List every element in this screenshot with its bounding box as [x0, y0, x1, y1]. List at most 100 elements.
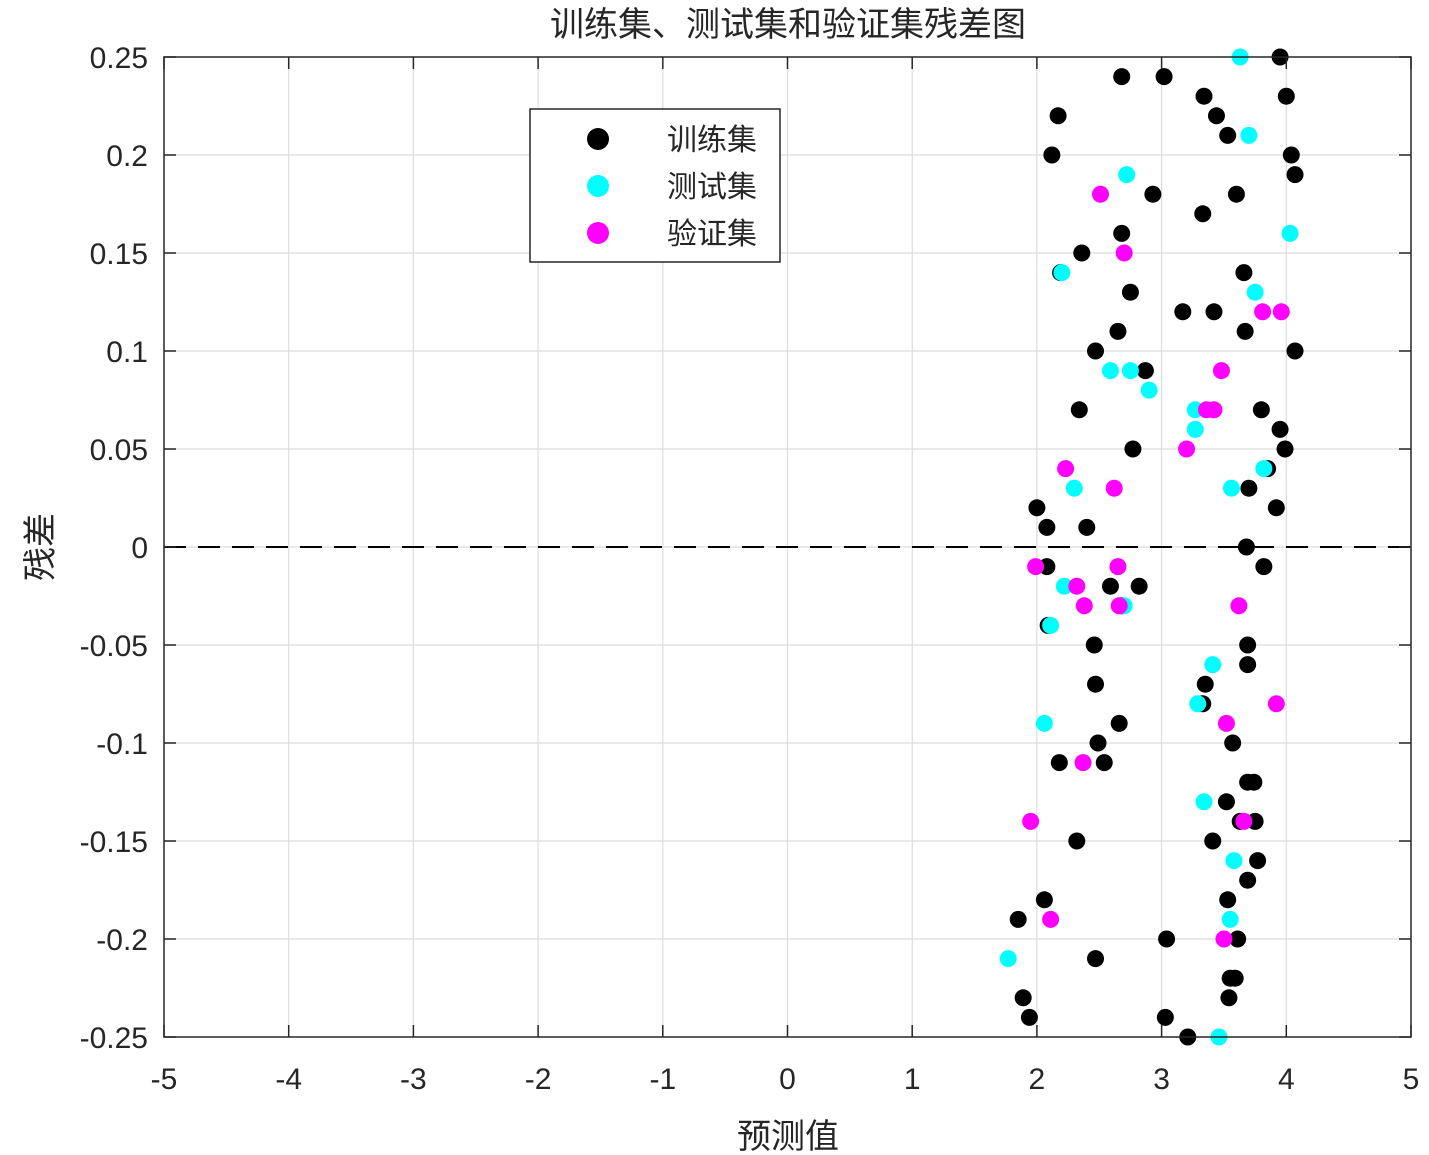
- data-point: [1239, 871, 1257, 889]
- series-3: [1022, 185, 1290, 948]
- data-point: [1205, 303, 1223, 321]
- data-point: [1204, 656, 1222, 674]
- data-point: [1043, 146, 1061, 164]
- data-point: [1087, 950, 1105, 968]
- data-point: [1246, 283, 1264, 301]
- data-point: [1186, 420, 1204, 438]
- y-tick-label: 0.1: [106, 336, 148, 369]
- data-point: [1109, 558, 1127, 576]
- x-tick-label: 0: [779, 1063, 796, 1096]
- x-tick-label: -4: [275, 1063, 302, 1096]
- x-tick-label: 5: [1403, 1063, 1420, 1096]
- data-point: [1057, 460, 1075, 478]
- data-point: [1236, 322, 1254, 340]
- legend-label: 测试集: [667, 170, 757, 205]
- data-point: [1087, 342, 1105, 360]
- data-point: [1215, 930, 1233, 948]
- data-point: [1276, 440, 1294, 458]
- data-point: [1249, 852, 1267, 870]
- x-tick-label: -1: [649, 1063, 676, 1096]
- x-tick-label: -5: [151, 1063, 178, 1096]
- data-point: [1136, 362, 1154, 380]
- data-point: [1286, 166, 1304, 184]
- data-point: [1087, 675, 1105, 693]
- data-point: [1042, 910, 1060, 928]
- data-point: [1254, 303, 1272, 321]
- data-point: [1205, 401, 1223, 419]
- data-point: [1156, 1008, 1174, 1026]
- data-point: [1053, 264, 1071, 282]
- data-point: [1239, 636, 1257, 654]
- data-point: [1020, 1008, 1038, 1026]
- y-tick-label: 0.25: [90, 42, 148, 75]
- data-point: [1118, 166, 1136, 184]
- x-tick-label: 2: [1029, 1063, 1046, 1096]
- series-1: [1009, 48, 1304, 1046]
- data-point: [1085, 636, 1103, 654]
- y-tick-labels: 0.25 0.2 0.15 0.1 0.05 0 -0.05 -0.1 -0.15 -0.2 -0.…: [80, 42, 148, 1055]
- data-point: [1140, 381, 1158, 399]
- y-axis-title: 残差: [21, 513, 61, 581]
- data-point: [1174, 303, 1192, 321]
- legend-marker: [587, 175, 609, 197]
- x-tick-label: 3: [1153, 1063, 1170, 1096]
- data-point: [1267, 499, 1285, 517]
- data-point: [1271, 420, 1289, 438]
- data-point: [1144, 185, 1162, 203]
- data-point: [1227, 185, 1245, 203]
- data-point: [1235, 812, 1253, 830]
- data-point: [1204, 832, 1222, 850]
- data-point: [1109, 322, 1127, 340]
- legend-label: 训练集: [667, 123, 757, 158]
- data-point: [1110, 714, 1128, 732]
- data-point: [1113, 68, 1131, 86]
- x-axis-title: 预测值: [737, 1117, 839, 1155]
- y-tick-label: -0.25: [80, 1022, 148, 1055]
- y-tick-label: 0.05: [90, 434, 148, 467]
- data-point: [999, 950, 1017, 968]
- data-point: [1121, 283, 1139, 301]
- data-point: [1068, 832, 1086, 850]
- plot-frame: [163, 56, 1412, 1038]
- data-point: [1240, 479, 1258, 497]
- data-point: [1272, 303, 1290, 321]
- legend-label: 验证集: [667, 217, 757, 252]
- data-point: [1240, 126, 1258, 144]
- data-point: [1207, 107, 1225, 125]
- data-point: [1189, 695, 1207, 713]
- data-point: [1035, 891, 1053, 909]
- data-point: [1101, 362, 1119, 380]
- data-point: [1009, 910, 1027, 928]
- data-point: [1035, 714, 1053, 732]
- data-point: [1221, 910, 1239, 928]
- y-tick-label: 0.2: [106, 140, 148, 173]
- data-point: [1075, 597, 1093, 615]
- data-point: [1194, 205, 1212, 223]
- y-tick-label: -0.15: [80, 826, 148, 859]
- x-tick-labels: -5 -4 -3 -2 -1 0 1 2 3 4 5: [151, 1063, 1420, 1096]
- data-point: [1065, 479, 1083, 497]
- data-point: [1038, 518, 1056, 536]
- data-point: [1095, 754, 1113, 772]
- data-point: [1195, 793, 1213, 811]
- data-point: [1091, 185, 1109, 203]
- x-tick-label: -2: [525, 1063, 552, 1096]
- data-point: [1078, 518, 1096, 536]
- data-point: [1281, 224, 1299, 242]
- data-point: [1255, 558, 1273, 576]
- legend-marker: [587, 222, 609, 244]
- data-point: [1101, 577, 1119, 595]
- y-tick-label: 0: [131, 532, 148, 565]
- legend-marker: [587, 128, 609, 150]
- legend-box: [529, 108, 781, 263]
- data-point: [1050, 754, 1068, 772]
- y-tick-label: 0.15: [90, 238, 148, 271]
- data-point: [1022, 812, 1040, 830]
- data-point: [1055, 577, 1073, 595]
- data-point: [1222, 479, 1240, 497]
- y-tick-label: -0.1: [96, 728, 148, 761]
- data-point: [1155, 68, 1173, 86]
- data-point: [1130, 577, 1148, 595]
- data-point: [1277, 87, 1295, 105]
